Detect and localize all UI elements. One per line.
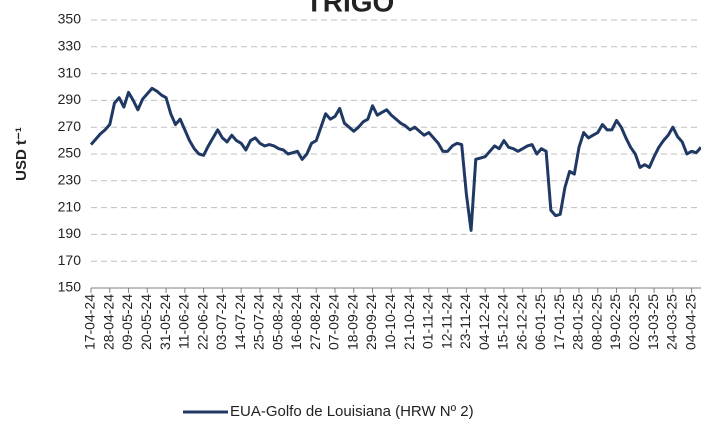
x-tick-label: 13-03-25 bbox=[645, 294, 661, 350]
y-tick-label: 170 bbox=[58, 252, 82, 268]
x-tick-label: 20-05-24 bbox=[138, 294, 154, 350]
x-tick-label: 01-11-24 bbox=[420, 294, 436, 349]
x-tick-label: 10-10-24 bbox=[382, 294, 398, 350]
y-tick-label: 350 bbox=[58, 11, 82, 27]
x-tick-label: 05-08-24 bbox=[269, 294, 285, 350]
y-tick-label: 290 bbox=[58, 91, 82, 107]
y-tick-label: 250 bbox=[58, 145, 82, 161]
x-tick-label: 28-04-24 bbox=[100, 294, 116, 350]
x-tick-label: 25-07-24 bbox=[251, 294, 267, 350]
x-tick-label: 06-01-25 bbox=[532, 294, 548, 350]
x-tick-label: 23-11-24 bbox=[457, 294, 473, 349]
x-tick-label: 18-09-24 bbox=[344, 294, 360, 350]
y-tick-label: 310 bbox=[58, 64, 82, 80]
y-axis-label: USD t⁻¹ bbox=[13, 127, 30, 181]
x-tick-label: 11-06-24 bbox=[176, 294, 192, 349]
y-tick-label: 150 bbox=[58, 279, 82, 295]
x-tick-label: 07-09-24 bbox=[326, 294, 342, 350]
x-tick-label: 29-09-24 bbox=[363, 294, 379, 350]
y-tick-label: 210 bbox=[58, 198, 82, 214]
x-tick-label: 26-12-24 bbox=[513, 294, 529, 350]
x-tick-label: 17-04-24 bbox=[82, 294, 98, 350]
chart-title: TRIGO bbox=[306, 0, 395, 17]
x-tick-label: 24-03-25 bbox=[664, 294, 680, 350]
x-tick-label: 15-12-24 bbox=[495, 294, 511, 350]
x-tick-label: 17-01-25 bbox=[551, 294, 567, 350]
y-tick-label: 190 bbox=[58, 225, 82, 241]
x-tick-label: 19-02-25 bbox=[607, 294, 623, 350]
legend-label: EUA-Golfo de Louisiana (HRW Nº 2) bbox=[230, 403, 474, 420]
x-tick-label: 08-02-25 bbox=[588, 294, 604, 350]
x-tick-label: 16-08-24 bbox=[288, 294, 304, 350]
x-tick-label: 14-07-24 bbox=[232, 294, 248, 350]
x-tick-label: 27-08-24 bbox=[307, 294, 323, 350]
x-tick-label: 31-05-24 bbox=[157, 294, 173, 350]
x-tick-label: 02-03-25 bbox=[626, 294, 642, 350]
x-tick-label: 09-05-24 bbox=[119, 294, 135, 350]
x-tick-label: 03-07-24 bbox=[213, 294, 229, 350]
y-tick-label: 230 bbox=[58, 172, 82, 188]
x-tick-label: 04-12-24 bbox=[476, 294, 492, 350]
y-tick-label: 330 bbox=[58, 38, 82, 54]
data-line bbox=[89, 86, 701, 232]
x-tick-label: 28-01-25 bbox=[570, 294, 586, 350]
x-tick-label: 21-10-24 bbox=[401, 294, 417, 350]
x-tick-label: 04-04-25 bbox=[682, 294, 698, 350]
y-tick-label: 270 bbox=[58, 118, 82, 134]
x-tick-label: 12-11-24 bbox=[438, 294, 454, 349]
x-tick-label: 22-06-24 bbox=[194, 294, 210, 350]
